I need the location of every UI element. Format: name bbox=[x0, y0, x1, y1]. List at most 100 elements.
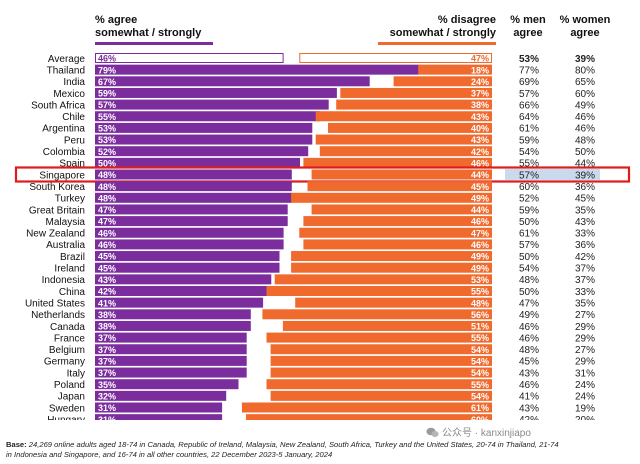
disagree-value-hungary: 60% bbox=[471, 415, 489, 420]
women-agree-value-italy: 31% bbox=[575, 368, 595, 379]
country-label-sweden: Sweden bbox=[49, 403, 85, 414]
disagree-bar-peru bbox=[315, 134, 492, 145]
agree-bar-united-states bbox=[95, 297, 264, 308]
men-agree-value-mexico: 57% bbox=[519, 89, 539, 100]
country-label-peru: Peru bbox=[64, 135, 85, 146]
agree-value-poland: 35% bbox=[98, 380, 116, 390]
disagree-value-chile: 43% bbox=[471, 112, 489, 122]
women-agree-value-sweden: 19% bbox=[575, 403, 595, 414]
disagree-bar-average bbox=[299, 53, 492, 63]
women-agree-value-spain: 44% bbox=[575, 159, 595, 170]
men-agree-value-south-africa: 66% bbox=[519, 100, 539, 111]
agree-value-india: 67% bbox=[98, 77, 116, 87]
disagree-value-colombia: 42% bbox=[471, 147, 489, 157]
country-label-france: France bbox=[54, 333, 86, 344]
disagree-value-peru: 43% bbox=[471, 135, 489, 145]
men-agree-value-colombia: 54% bbox=[519, 147, 539, 158]
disagree-value-united-states: 48% bbox=[471, 298, 489, 308]
agree-bar-colombia bbox=[95, 146, 309, 157]
disagree-header-underline bbox=[378, 42, 496, 45]
women-agree-column-header: % women agree bbox=[555, 14, 615, 40]
agree-value-brazil: 45% bbox=[98, 252, 116, 262]
men-agree-value-turkey: 52% bbox=[519, 194, 539, 205]
disagree-bar-great-britain bbox=[311, 204, 492, 215]
country-label-belgium: Belgium bbox=[49, 345, 85, 356]
agree-column-header: % agree somewhat / strongly bbox=[95, 14, 220, 45]
country-label-australia: Australia bbox=[46, 240, 85, 251]
agree-value-malaysia: 47% bbox=[98, 217, 116, 227]
disagree-bar-sweden bbox=[241, 402, 492, 413]
country-label-average: Average bbox=[48, 54, 86, 65]
disagree-bar-malaysia bbox=[303, 216, 492, 227]
watermark-text: 公众号 · kanxinjiapo bbox=[442, 428, 531, 439]
agree-value-italy: 37% bbox=[98, 368, 116, 378]
agree-value-australia: 46% bbox=[98, 240, 116, 250]
women-agree-value-mexico: 60% bbox=[575, 89, 595, 100]
men-agree-value-great-britain: 59% bbox=[519, 205, 539, 216]
disagree-value-great-britain: 44% bbox=[471, 205, 489, 215]
women-agree-value-new-zealand: 33% bbox=[575, 229, 595, 240]
disagree-bar-united-states bbox=[295, 297, 492, 308]
agree-bar-peru bbox=[95, 134, 313, 145]
men-agree-value-malaysia: 50% bbox=[519, 217, 539, 228]
disagree-bar-new-zealand bbox=[299, 227, 492, 238]
agree-value-thailand: 79% bbox=[98, 65, 116, 75]
country-label-new-zealand: New Zealand bbox=[26, 229, 85, 240]
agree-bar-indonesia bbox=[95, 274, 272, 285]
country-label-argentina: Argentina bbox=[42, 124, 85, 135]
women-agree-value-netherlands: 27% bbox=[575, 310, 595, 321]
disagree-value-france: 55% bbox=[471, 333, 489, 343]
women-agree-value-belgium: 27% bbox=[575, 345, 595, 356]
disagree-bar-canada bbox=[282, 320, 492, 331]
disagree-value-japan: 54% bbox=[471, 391, 489, 401]
country-label-mexico: Mexico bbox=[53, 89, 85, 100]
agree-value-indonesia: 43% bbox=[98, 275, 116, 285]
men-agree-value-italy: 43% bbox=[519, 368, 539, 379]
agree-bar-chile bbox=[95, 111, 321, 122]
women-agree-value-canada: 29% bbox=[575, 322, 595, 333]
agree-value-france: 37% bbox=[98, 333, 116, 343]
disagree-bar-france bbox=[266, 332, 492, 343]
agree-value-great-britain: 47% bbox=[98, 205, 116, 215]
disagree-bar-spain bbox=[303, 157, 492, 168]
country-label-great-britain: Great Britain bbox=[29, 205, 85, 216]
men-agree-value-peru: 59% bbox=[519, 135, 539, 146]
agree-bar-spain bbox=[95, 157, 300, 168]
agree-value-china: 42% bbox=[98, 287, 116, 297]
disagree-value-ireland: 49% bbox=[471, 263, 489, 273]
women-agree-value-japan: 24% bbox=[575, 392, 595, 403]
women-agree-value-ireland: 37% bbox=[575, 264, 595, 275]
agree-value-netherlands: 38% bbox=[98, 310, 116, 320]
agree-value-ireland: 45% bbox=[98, 263, 116, 273]
disagree-value-brazil: 49% bbox=[471, 252, 489, 262]
men-agree-value-china: 50% bbox=[519, 287, 539, 298]
country-label-indonesia: Indonesia bbox=[42, 275, 86, 286]
men-agree-value-average: 53% bbox=[519, 54, 539, 65]
women-agree-value-india: 65% bbox=[575, 77, 595, 88]
disagree-value-belgium: 54% bbox=[471, 345, 489, 355]
disagree-value-indonesia: 53% bbox=[471, 275, 489, 285]
disagree-value-canada: 51% bbox=[471, 322, 489, 332]
disagree-bar-japan bbox=[270, 390, 492, 401]
women-agree-value-singapore: 39% bbox=[575, 170, 595, 181]
agree-value-hungary: 31% bbox=[98, 415, 116, 420]
country-label-india: India bbox=[63, 77, 85, 88]
women-agree-value-germany: 29% bbox=[575, 357, 595, 368]
watermark: 公众号 · kanxinjiapo bbox=[426, 424, 636, 440]
agree-value-singapore: 48% bbox=[98, 170, 116, 180]
disagree-bar-brazil bbox=[291, 251, 492, 262]
women-agree-value-poland: 24% bbox=[575, 380, 595, 391]
agree-bar-thailand bbox=[95, 64, 419, 75]
disagree-value-south-korea: 45% bbox=[471, 182, 489, 192]
disagree-bar-singapore bbox=[311, 169, 492, 180]
agree-bar-germany bbox=[95, 355, 247, 366]
country-label-south-korea: South Korea bbox=[29, 182, 85, 193]
wechat-icon bbox=[426, 427, 439, 437]
base-text: 24,269 online adults aged 18-74 in Canad… bbox=[6, 440, 559, 459]
disagree-value-turkey: 49% bbox=[471, 193, 489, 203]
disagree-bar-thailand bbox=[418, 64, 492, 75]
men-agree-value-hungary: 42% bbox=[519, 415, 539, 420]
women-agree-value-malaysia: 43% bbox=[575, 217, 595, 228]
agree-disagree-bar-chart: 46% 47%Average 53% 39%79% 18%Thailand 77% 80%6… bbox=[14, 53, 631, 420]
agree-value-south-korea: 48% bbox=[98, 182, 116, 192]
